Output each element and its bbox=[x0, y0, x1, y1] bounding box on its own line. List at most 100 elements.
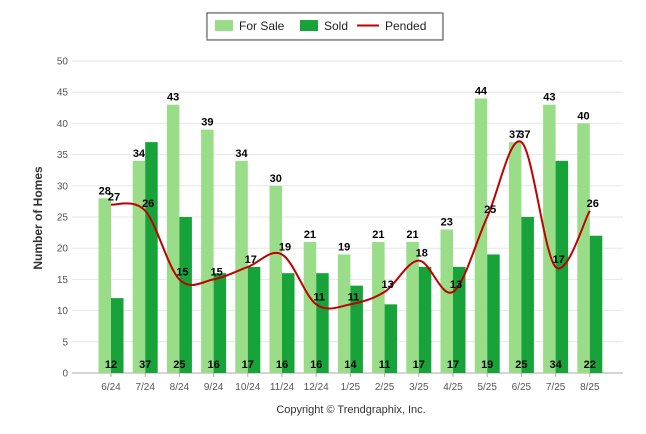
x-tick-label: 4/25 bbox=[443, 382, 463, 393]
sold-value-label: 25 bbox=[173, 359, 185, 371]
sold-value-label: 19 bbox=[481, 359, 493, 371]
x-tick-label: 2/25 bbox=[375, 382, 395, 393]
x-tick-label: 8/25 bbox=[580, 382, 600, 393]
for-sale-bar bbox=[98, 198, 111, 373]
pended-value-label: 19 bbox=[279, 241, 291, 253]
sold-value-label: 25 bbox=[515, 359, 527, 371]
for-sale-bar bbox=[543, 104, 556, 374]
sold-value-label: 37 bbox=[139, 359, 151, 371]
legend-sold-swatch bbox=[300, 20, 318, 31]
pended-value-label: 37 bbox=[518, 129, 530, 141]
legend-for-sale-swatch bbox=[215, 20, 233, 31]
for-sale-value-label: 21 bbox=[406, 229, 418, 241]
pended-value-label: 15 bbox=[176, 266, 188, 278]
pended-value-label: 27 bbox=[108, 192, 120, 204]
y-tick-label: 0 bbox=[62, 369, 68, 380]
x-tick-label: 6/25 bbox=[512, 382, 532, 393]
pended-value-label: 11 bbox=[348, 291, 360, 303]
x-tick-label: 12/24 bbox=[304, 382, 329, 393]
x-tick-label: 6/24 bbox=[101, 382, 121, 393]
sold-bar bbox=[145, 142, 158, 373]
x-tick-label: 11/24 bbox=[270, 382, 295, 393]
copyright-footer: Copyright © Trendgraphix, Inc. bbox=[276, 404, 425, 416]
pended-value-label: 26 bbox=[587, 198, 599, 210]
legend[interactable]: For Sale Sold Pended bbox=[205, 11, 444, 41]
legend-for-sale[interactable]: For Sale bbox=[215, 19, 285, 33]
sold-bar bbox=[589, 235, 603, 373]
for-sale-value-label: 21 bbox=[304, 229, 316, 241]
for-sale-value-label: 44 bbox=[475, 85, 488, 97]
legend-box-shadow bbox=[205, 11, 443, 40]
data-labels: 28 34 43 39 34 30 21 19 21 21 23 44 37 43 40 12 37 25 16 17… bbox=[99, 85, 599, 371]
sold-bar bbox=[111, 298, 124, 373]
pended-line bbox=[110, 140, 591, 310]
for-sale-bar bbox=[132, 160, 146, 373]
for-sale-value-label: 34 bbox=[133, 148, 146, 160]
sold-value-label: 22 bbox=[584, 359, 596, 371]
gridlines bbox=[72, 60, 623, 374]
bar-series bbox=[98, 98, 603, 374]
for-sale-bar bbox=[166, 104, 180, 374]
x-tick-label: 7/25 bbox=[546, 382, 566, 393]
pended-value-label: 15 bbox=[210, 266, 222, 278]
y-tick-label: 30 bbox=[57, 181, 69, 192]
sold-bar bbox=[418, 266, 432, 373]
y-tick-label: 35 bbox=[57, 150, 69, 161]
x-tick-label: 8/24 bbox=[170, 382, 190, 393]
pended-value-label: 18 bbox=[416, 248, 428, 260]
sold-value-label: 17 bbox=[413, 359, 425, 371]
pended-value-label: 25 bbox=[484, 204, 496, 216]
sold-bar bbox=[384, 304, 398, 373]
y-tick-label: 40 bbox=[57, 119, 69, 130]
for-sale-value-label: 30 bbox=[270, 173, 282, 185]
for-sale-value-label: 37 bbox=[509, 129, 521, 141]
sold-value-label: 14 bbox=[344, 359, 357, 371]
sold-bar bbox=[316, 273, 329, 373]
sold-value-label: 11 bbox=[379, 359, 391, 371]
pended-value-label: 13 bbox=[381, 279, 393, 291]
sold-bar bbox=[282, 273, 295, 373]
for-sale-bar bbox=[474, 98, 488, 373]
sold-bar bbox=[521, 217, 534, 373]
pended-value-label: 11 bbox=[313, 291, 325, 303]
sold-value-label: 17 bbox=[242, 359, 254, 371]
sold-value-label: 16 bbox=[276, 359, 288, 371]
y-tick-label: 45 bbox=[57, 88, 69, 99]
y-tick-label: 15 bbox=[57, 275, 69, 286]
sold-value-label: 12 bbox=[105, 359, 117, 371]
sold-bar bbox=[213, 273, 227, 373]
y-tick-label: 5 bbox=[62, 337, 68, 348]
for-sale-value-label: 23 bbox=[441, 216, 453, 228]
sold-value-label: 16 bbox=[310, 359, 322, 371]
for-sale-bar bbox=[201, 129, 214, 373]
legend-pended-label: Pended bbox=[385, 19, 426, 33]
for-sale-bar bbox=[337, 254, 351, 373]
x-tick-label: 7/24 bbox=[135, 382, 155, 393]
for-sale-bar bbox=[303, 241, 317, 373]
pended-value-label: 13 bbox=[450, 279, 462, 291]
pended-value-label: 17 bbox=[245, 254, 257, 266]
x-axis: 6/24 7/24 8/24 9/24 10/24 11/24 12/24 1/25 2/25 3… bbox=[101, 373, 600, 393]
for-sale-bar bbox=[508, 142, 522, 373]
legend-sold[interactable]: Sold bbox=[300, 19, 348, 33]
sold-bar bbox=[179, 217, 192, 373]
legend-for-sale-label: For Sale bbox=[239, 19, 285, 33]
for-sale-bar bbox=[269, 185, 282, 373]
for-sale-value-label: 43 bbox=[167, 92, 179, 104]
for-sale-bar bbox=[440, 229, 453, 373]
x-tick-label: 9/24 bbox=[204, 382, 224, 393]
for-sale-value-label: 39 bbox=[201, 117, 213, 129]
sold-bar bbox=[487, 254, 500, 373]
sold-bar bbox=[350, 285, 363, 373]
sold-bar bbox=[247, 266, 261, 373]
y-tick-label: 50 bbox=[57, 57, 69, 68]
for-sale-value-label: 43 bbox=[543, 92, 555, 104]
legend-pended[interactable]: Pended bbox=[357, 19, 426, 33]
y-tick-label: 20 bbox=[57, 244, 69, 255]
for-sale-bar bbox=[577, 123, 590, 374]
for-sale-value-label: 19 bbox=[338, 241, 350, 253]
x-tick-label: 3/25 bbox=[409, 382, 429, 393]
for-sale-bar bbox=[406, 241, 419, 373]
y-tick-label: 25 bbox=[57, 213, 69, 224]
